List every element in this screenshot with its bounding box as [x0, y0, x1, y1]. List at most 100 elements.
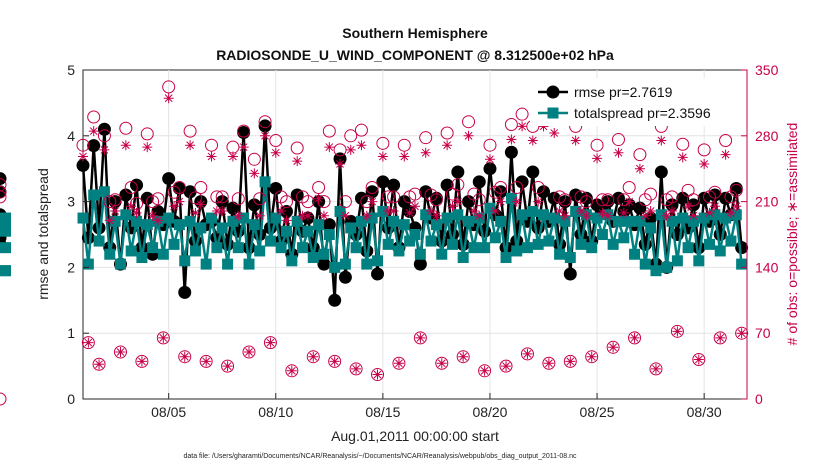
series-3-point-65: [426, 206, 437, 216]
series-3-point-1: [83, 337, 94, 348]
x-tick-label-4: 08/25: [580, 404, 615, 420]
series-2-point-71: [456, 350, 470, 364]
series-1-point-17: [168, 238, 180, 250]
series-2-point-99: [606, 340, 620, 354]
right-tick-label-4: 280: [755, 128, 779, 144]
series-2-point-44: [312, 181, 326, 194]
series-3-point-58: [388, 206, 399, 216]
series-3-point-46: [324, 142, 335, 153]
series-1-point-7: [114, 258, 126, 270]
series-1-point-125: [0, 242, 11, 254]
series-0-point-3: [92, 221, 106, 235]
series-2-point-83: [520, 347, 534, 361]
series-2-point-75: [478, 364, 492, 378]
series-1-point-101: [618, 232, 630, 244]
series-2-point-9: [124, 181, 138, 194]
series-2-point-96: [590, 138, 604, 152]
series-3-point-75: [479, 365, 490, 376]
series-1-point-34: [259, 176, 271, 188]
series-0-point-76: [483, 162, 497, 176]
series-2-point-87: [542, 356, 556, 370]
series-3-point-111: [672, 326, 683, 337]
series-2-point-123: [735, 326, 749, 340]
series-1-point-36: [270, 212, 282, 224]
series-3-point-9: [126, 201, 137, 212]
series-3-point-119: [715, 332, 726, 343]
series-1-point-123: [736, 258, 748, 270]
series-1-point-102: [623, 215, 635, 227]
right-tick-label-2: 140: [755, 259, 779, 275]
series-0-point-34: [258, 119, 272, 133]
series-2-point-11: [135, 354, 149, 368]
series-1-point-86: [538, 209, 550, 221]
series-3-point-80: [506, 134, 517, 145]
series-3-point-13: [147, 210, 158, 221]
series-0-point-104: [633, 201, 647, 215]
series-1-point-27: [222, 258, 234, 270]
series-1-point-60: [398, 219, 410, 231]
series-2-point-65: [424, 188, 438, 202]
series-1-point-8: [120, 209, 132, 221]
series-2-point-72: [462, 115, 476, 129]
series-0-point-36: [269, 181, 283, 195]
series-0-point-123: [735, 241, 749, 255]
series-2-point-104: [633, 148, 647, 162]
series-2-point-70: [451, 178, 465, 192]
series-1-point-41: [297, 242, 309, 254]
series-3-point-47: [329, 356, 340, 367]
series-1-point-109: [661, 261, 673, 273]
series-1-point-81: [511, 245, 523, 257]
series-1-point-70: [452, 209, 464, 221]
series-1-point-57: [382, 238, 394, 250]
series-1-point-19: [179, 255, 191, 267]
series-2-point-111: [670, 324, 684, 338]
series-1-point-2: [88, 189, 100, 201]
series-3-point-39: [286, 365, 297, 376]
left-tick-label-2: 2: [67, 259, 75, 275]
series-3-point-113: [683, 201, 694, 212]
series-1-point-119: [714, 245, 726, 257]
series-2-point-62: [408, 187, 422, 201]
series-3-point-68: [442, 140, 453, 151]
series-2-point-51: [349, 362, 363, 376]
series-1-point-96: [591, 212, 603, 224]
series-3-point-102: [624, 196, 635, 207]
series-1-point-55: [372, 255, 384, 267]
series-3-point-120: [720, 149, 731, 160]
series-1-point-4: [98, 186, 110, 198]
series-2-point-79: [499, 359, 513, 373]
series-1-point-46: [323, 229, 335, 240]
series-2-point-15: [156, 331, 170, 345]
series-2-point-59: [392, 356, 406, 370]
series-2-point-80: [504, 118, 518, 132]
series-3-point-18: [174, 196, 185, 207]
series-1-point-25: [211, 242, 223, 254]
series-0-point-31: [242, 241, 256, 255]
series-2-point-37: [274, 190, 288, 204]
series-2-point-1: [81, 336, 95, 350]
series-2-point-68: [440, 126, 454, 140]
series-1-point-82: [516, 209, 528, 221]
series-1-point-35: [264, 235, 276, 247]
series-2-point-4: [97, 129, 111, 143]
series-0-point-32: [247, 198, 261, 212]
series-1-point-59: [393, 245, 405, 257]
series-1-point-66: [430, 219, 442, 231]
series-3-point-89: [554, 206, 565, 216]
series-1-point-23: [200, 258, 212, 270]
series-3-point-78: [495, 196, 506, 207]
series-2-point-54: [365, 181, 379, 194]
series-3-point-4: [99, 144, 110, 155]
series-2-point-36: [269, 134, 283, 147]
series-1-point-112: [677, 212, 689, 224]
series-1-point-64: [420, 209, 432, 221]
series-2-point-26: [215, 190, 229, 204]
series-2-point-2: [87, 110, 101, 124]
series-0-point-20: [183, 185, 197, 199]
series-3-point-0: [78, 151, 88, 162]
series-2-point-107: [649, 362, 663, 376]
series-3-point-57: [383, 206, 394, 216]
left-tick-label-3: 3: [67, 194, 75, 210]
series-1-point-87: [543, 235, 555, 247]
series-1-point-63: [414, 248, 426, 260]
